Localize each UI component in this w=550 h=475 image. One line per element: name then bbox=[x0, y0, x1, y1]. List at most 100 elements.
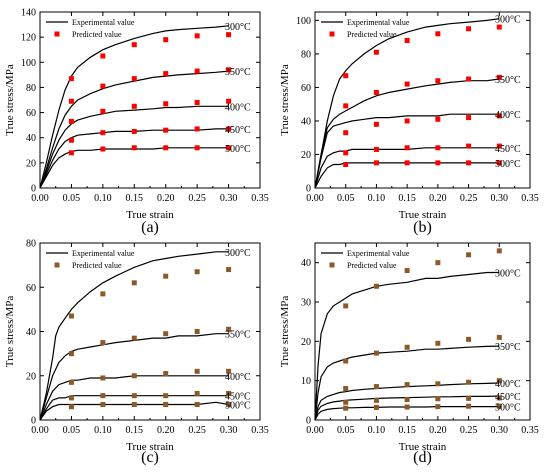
y-tick-label: 80 bbox=[26, 83, 36, 94]
legend-experimental: Experimental value bbox=[347, 249, 410, 258]
y-tick-label: 60 bbox=[301, 83, 311, 94]
predicted-point bbox=[226, 402, 232, 408]
predicted-point bbox=[343, 103, 349, 109]
series-label: 450°C bbox=[495, 392, 521, 403]
x-tick-label: 0.25 bbox=[188, 425, 206, 436]
experimental-line-450c bbox=[39, 128, 229, 189]
predicted-point bbox=[68, 76, 74, 82]
x-tick-label: 0.30 bbox=[220, 425, 238, 436]
experimental-line-350c bbox=[39, 70, 229, 189]
predicted-point bbox=[194, 390, 200, 396]
predicted-point bbox=[163, 127, 169, 133]
legend-experimental: Experimental value bbox=[72, 18, 135, 27]
legend-experimental: Experimental value bbox=[72, 249, 135, 258]
predicted-point bbox=[194, 145, 200, 151]
y-tick-label: 80 bbox=[301, 49, 311, 60]
x-tick-label: 0.30 bbox=[491, 193, 509, 204]
predicted-point bbox=[100, 83, 106, 89]
predicted-point bbox=[226, 326, 232, 332]
predicted-point bbox=[68, 313, 74, 319]
predicted-point bbox=[496, 24, 502, 30]
predicted-point bbox=[466, 403, 472, 409]
y-tick-label: 20 bbox=[301, 150, 311, 161]
predicted-point bbox=[194, 402, 200, 408]
predicted-point bbox=[373, 89, 379, 95]
y-tick-label: 0 bbox=[31, 184, 36, 195]
series-label: 500°C bbox=[225, 401, 251, 412]
predicted-point bbox=[68, 351, 74, 357]
predicted-point bbox=[496, 395, 502, 401]
predicted-point bbox=[466, 160, 472, 166]
x-tick-label: 0.00 bbox=[306, 425, 324, 436]
series-label: 300°C bbox=[495, 269, 521, 280]
predicted-point bbox=[163, 145, 169, 151]
x-tick-label: 0.20 bbox=[429, 193, 447, 204]
x-axis-title: True strain bbox=[126, 209, 174, 221]
legend-marker-swatch bbox=[329, 262, 335, 268]
predicted-point bbox=[404, 397, 410, 403]
y-tick-label: 20 bbox=[26, 158, 36, 169]
predicted-point bbox=[496, 378, 502, 384]
series-label: 400°C bbox=[225, 102, 251, 113]
predicted-point bbox=[131, 402, 137, 408]
y-tick-label: 140 bbox=[21, 8, 36, 19]
panel-label: (d) bbox=[413, 449, 432, 466]
predicted-point bbox=[496, 248, 502, 254]
series-label: 400°C bbox=[495, 379, 521, 390]
predicted-point bbox=[100, 146, 106, 152]
y-tick-label: 120 bbox=[21, 33, 36, 44]
panel-label: (a) bbox=[141, 219, 159, 236]
predicted-point bbox=[131, 103, 137, 109]
predicted-point bbox=[435, 396, 441, 402]
predicted-point bbox=[466, 395, 472, 401]
predicted-point bbox=[404, 145, 410, 151]
predicted-point bbox=[496, 403, 502, 409]
predicted-point bbox=[163, 101, 169, 107]
predicted-point bbox=[373, 384, 379, 390]
predicted-point bbox=[100, 53, 106, 59]
experimental-line-450c bbox=[314, 147, 500, 189]
predicted-point bbox=[163, 71, 169, 77]
x-tick-label: 0.05 bbox=[63, 193, 81, 204]
x-tick-label: 0.20 bbox=[157, 425, 175, 436]
chart-panel-3: 0.00 0.05 0.10 0.15 0.20 0.25 0.30 0.35 0 20 40 60 8… bbox=[4, 239, 269, 467]
predicted-point bbox=[496, 113, 502, 119]
predicted-point bbox=[163, 273, 169, 279]
experimental-line-300c bbox=[39, 251, 229, 421]
panel-label: (b) bbox=[413, 219, 432, 236]
x-tick-label: 0.20 bbox=[429, 425, 447, 436]
x-tick-label: 0.15 bbox=[126, 193, 144, 204]
predicted-point bbox=[435, 160, 441, 166]
predicted-point bbox=[163, 331, 169, 337]
predicted-point bbox=[496, 160, 502, 166]
x-tick-label: 0.05 bbox=[337, 193, 355, 204]
x-tick-label: 0.00 bbox=[31, 425, 49, 436]
x-tick-label: 0.15 bbox=[398, 425, 416, 436]
series-label: 300°C bbox=[225, 22, 251, 33]
predicted-point bbox=[496, 334, 502, 340]
y-tick-label: 60 bbox=[26, 108, 36, 119]
predicted-point bbox=[226, 98, 232, 104]
y-tick-label: 20 bbox=[301, 337, 311, 348]
predicted-point bbox=[404, 37, 410, 43]
experimental-line-300c bbox=[314, 18, 500, 189]
predicted-point bbox=[435, 260, 441, 266]
predicted-point bbox=[373, 160, 379, 166]
y-tick-label: 80 bbox=[26, 239, 36, 250]
predicted-point bbox=[131, 76, 137, 82]
predicted-point bbox=[466, 252, 472, 258]
predicted-point bbox=[194, 100, 200, 106]
predicted-point bbox=[131, 42, 137, 48]
x-axis-title: True strain bbox=[399, 441, 447, 453]
predicted-point bbox=[466, 336, 472, 342]
predicted-point bbox=[435, 381, 441, 387]
predicted-point bbox=[163, 37, 169, 43]
predicted-point bbox=[226, 67, 232, 73]
predicted-point bbox=[100, 108, 106, 114]
predicted-point bbox=[100, 130, 106, 136]
predicted-point bbox=[226, 32, 232, 38]
x-tick-label: 0.05 bbox=[337, 425, 355, 436]
x-tick-label: 0.30 bbox=[220, 193, 238, 204]
